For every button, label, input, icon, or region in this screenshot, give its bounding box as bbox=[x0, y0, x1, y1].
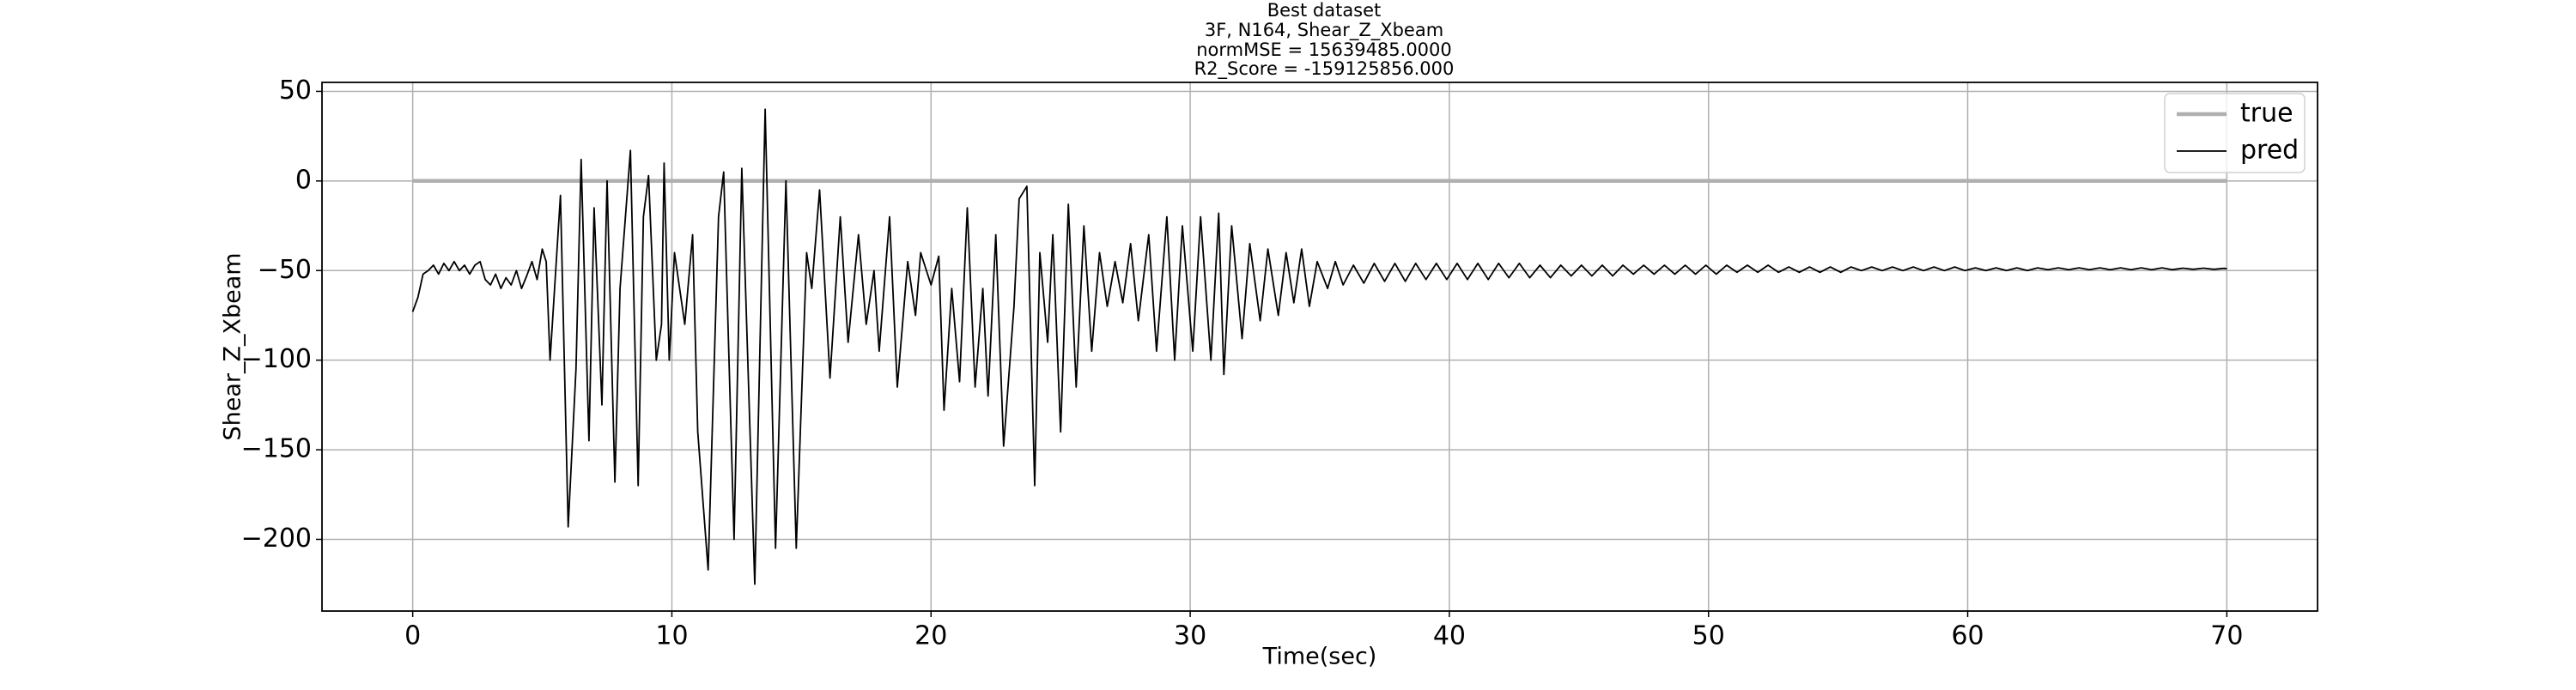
x-tick-label: 30 bbox=[1174, 621, 1206, 651]
line-series bbox=[411, 108, 2227, 585]
legend-label: pred bbox=[2240, 136, 2299, 166]
y-tick-label: 50 bbox=[279, 76, 312, 106]
plot-frame bbox=[321, 82, 2318, 612]
legend: true pred bbox=[2164, 93, 2306, 173]
x-tick-label: 70 bbox=[2210, 621, 2243, 651]
x-tick-label: 10 bbox=[655, 621, 688, 651]
y-tick-label: −150 bbox=[241, 434, 312, 464]
x-tick-label: 60 bbox=[1951, 621, 1984, 651]
chart-title: normMSE = 15639485.0000 bbox=[1196, 39, 1452, 60]
y-axis-label: Shear_Z_Xbeam bbox=[220, 252, 246, 440]
y-tick-label: −200 bbox=[241, 524, 312, 554]
x-tick-label: 0 bbox=[404, 621, 421, 651]
x-tick-label: 20 bbox=[914, 621, 947, 651]
chart-title: 3F, N164, Shear_Z_Xbeam bbox=[1205, 20, 1443, 41]
y-tick-label: −50 bbox=[258, 255, 312, 285]
legend-label: true bbox=[2240, 99, 2293, 129]
x-tick-label: 50 bbox=[1692, 621, 1725, 651]
y-tick-label: −100 bbox=[241, 344, 312, 374]
y-tick-label: 0 bbox=[295, 165, 312, 195]
x-tick-label: 40 bbox=[1433, 621, 1466, 651]
chart-title: R2_Score = -159125856.000 bbox=[1194, 58, 1455, 80]
x-axis-label: Time(sec) bbox=[1262, 644, 1377, 670]
chart-title: Best dataset bbox=[1267, 0, 1382, 21]
